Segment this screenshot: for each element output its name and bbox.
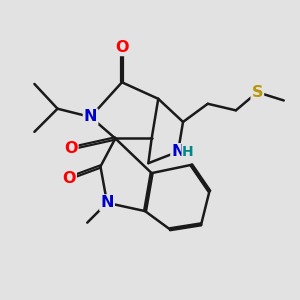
Text: O: O (115, 40, 129, 55)
Text: N: N (171, 144, 185, 159)
Text: N: N (84, 110, 97, 124)
Text: H: H (182, 145, 194, 159)
Text: O: O (64, 141, 77, 156)
Text: N: N (100, 195, 114, 210)
Text: S: S (252, 85, 263, 100)
Text: O: O (62, 171, 76, 186)
